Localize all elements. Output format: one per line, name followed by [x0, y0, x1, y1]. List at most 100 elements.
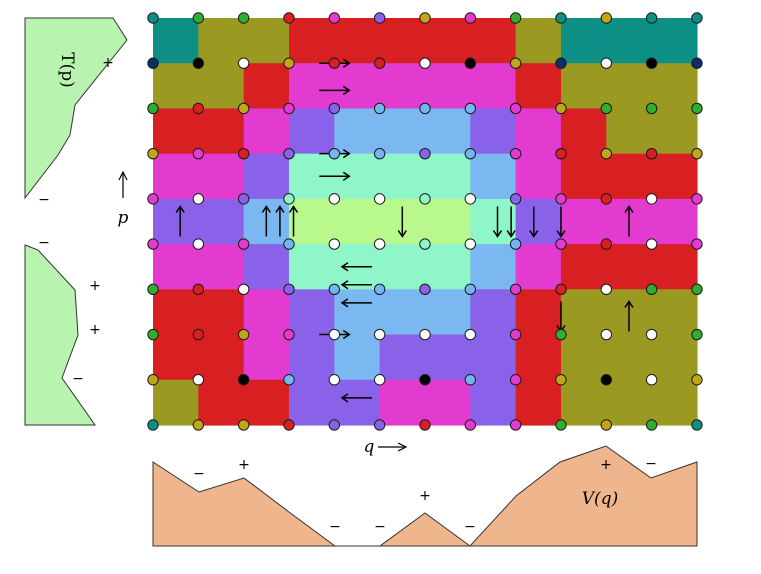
V-sign-1: − [193, 466, 205, 482]
contour-cell [606, 379, 653, 426]
flow-arrow-up [175, 205, 185, 237]
flow-arrow-up [288, 205, 299, 237]
grid-marker-red [419, 419, 431, 431]
flow-arrow-up [261, 205, 271, 237]
grid-marker-white [328, 193, 341, 205]
grid-marker-lightblue [464, 147, 477, 160]
grid-marker-red [283, 419, 295, 431]
grid-marker-olive [192, 419, 205, 431]
grid-marker-green [645, 283, 658, 296]
contour-cell [515, 108, 562, 155]
grid-marker-red [192, 102, 205, 115]
grid-marker-green [147, 102, 159, 115]
flow-arrows [175, 58, 634, 403]
grid-marker-magenta [691, 193, 703, 205]
grid-marker-magenta [509, 328, 522, 341]
grid-marker-white [192, 238, 205, 250]
grid-marker-magenta [555, 238, 567, 250]
contour-cell [606, 63, 653, 110]
contour-cell [515, 289, 562, 336]
contour-cell [334, 18, 381, 64]
T-sign-6: − [72, 371, 84, 387]
flow-arrow-right [319, 171, 351, 181]
contour-cell [153, 244, 199, 290]
flow-arrow-up [275, 205, 285, 237]
grid-marker-black [192, 57, 205, 69]
grid-marker-white [600, 57, 612, 69]
contour-cell [243, 334, 290, 381]
grid-marker-red [373, 57, 386, 69]
contour-cell [515, 334, 562, 381]
contour-cell [288, 63, 335, 110]
svg-text:q: q [364, 437, 375, 457]
grid-marker-white [645, 193, 658, 205]
contour-cell [334, 198, 381, 245]
grid-marker-red [645, 147, 658, 160]
contour-cell [470, 334, 517, 381]
T-panel: T(p) + − − + + − [24, 17, 128, 426]
grid-marker-green [691, 102, 703, 115]
grid-marker-magenta [509, 283, 522, 296]
contour-cell [515, 198, 562, 245]
V-sign-7: + [600, 457, 612, 473]
grid-marker-lightblue [464, 374, 477, 386]
contour-cell [424, 198, 471, 245]
contour-cell [243, 63, 290, 110]
V-sign-2: + [238, 457, 250, 473]
grid-marker-lightblue [328, 147, 341, 160]
contour-cell [470, 289, 517, 336]
grid-marker-olive [237, 328, 250, 341]
grid-marker-green [691, 328, 703, 341]
contour-cell [288, 289, 335, 336]
contour-cell [334, 379, 381, 426]
contour-cell [470, 198, 517, 245]
V-sign-4: − [374, 519, 386, 535]
contour-cell [243, 153, 290, 200]
grid-marker-mint [419, 193, 431, 205]
grid-marker-lightblue [373, 283, 386, 296]
svg-text:p: p [118, 208, 129, 228]
contour-cell [424, 244, 471, 290]
grid-marker-olive [283, 57, 295, 69]
grid-marker-mint [419, 238, 431, 250]
contour-cell [288, 379, 335, 426]
contour-cell [288, 244, 335, 290]
contour-cell [379, 153, 426, 200]
flow-arrow-left [340, 393, 372, 403]
contour-cell [379, 18, 426, 64]
grid-marker-lightblue [464, 102, 477, 115]
contour-cell [651, 289, 698, 336]
contour-cell [198, 379, 245, 426]
grid-marker-teal [691, 419, 703, 431]
grid-marker-white [237, 283, 250, 296]
T-curve-lower [24, 244, 96, 426]
T-curve-upper [24, 17, 128, 200]
contour-cell [651, 244, 698, 290]
contour-cell [288, 334, 335, 381]
grid-marker-purple [373, 12, 386, 24]
V-curve [152, 445, 698, 547]
T-sign-4: + [89, 278, 101, 294]
grid-marker-navy [555, 57, 567, 69]
contour-cell [470, 379, 517, 426]
grid-marker-olive [555, 102, 567, 115]
flow-arrow-up [624, 300, 634, 332]
contour-cell [153, 18, 199, 64]
grid-marker-olive [147, 147, 159, 160]
grid-marker-purple [283, 147, 295, 160]
contour-cell [606, 18, 653, 64]
grid-marker-white [237, 57, 250, 69]
grid-marker-white [373, 374, 386, 386]
grid-marker-purple [283, 283, 295, 296]
grid-marker-olive [555, 374, 567, 386]
contour-cell [153, 289, 199, 336]
contour-cell [334, 108, 381, 155]
contour-cell [651, 18, 698, 64]
flow-arrow-down [492, 206, 503, 238]
grid-marker-magenta [509, 419, 522, 431]
contour-cell [470, 108, 517, 155]
grid-marker-magenta [464, 419, 477, 431]
grid-marker-olive [147, 374, 159, 386]
contour-cell [515, 63, 562, 110]
flow-arrow-up [624, 205, 634, 237]
